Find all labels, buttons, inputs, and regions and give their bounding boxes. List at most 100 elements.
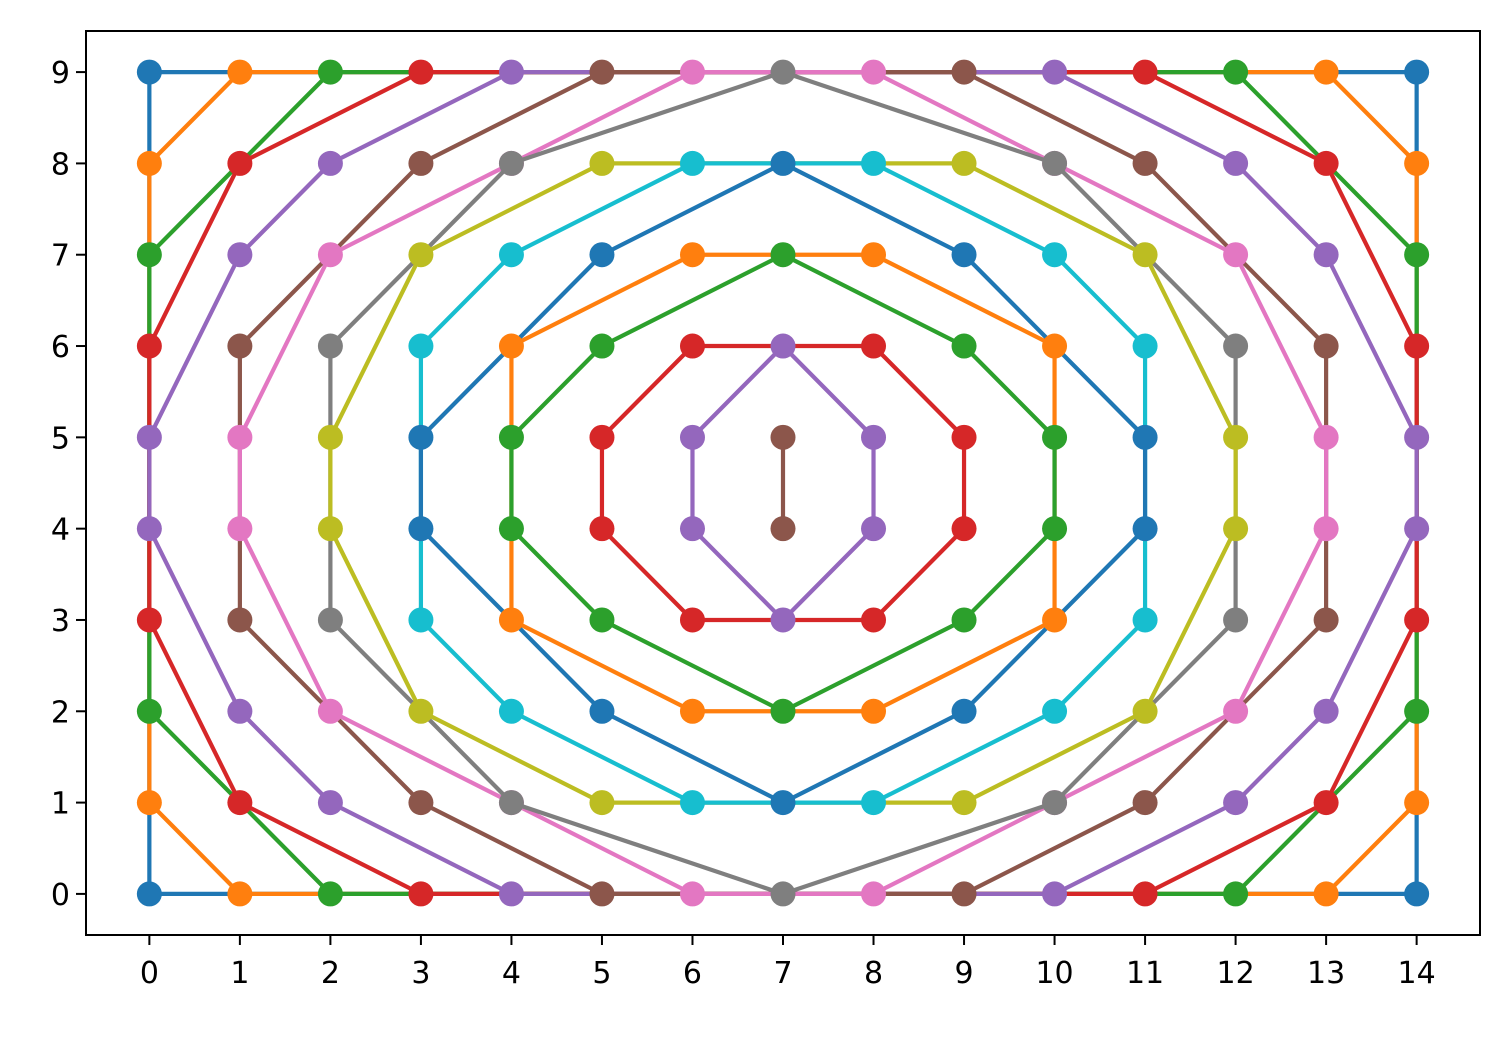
series-4-point xyxy=(1404,424,1430,450)
series-6-point xyxy=(1223,242,1249,268)
series-7-point xyxy=(770,881,796,907)
series-2-point xyxy=(317,881,343,907)
series-9-point xyxy=(498,242,524,268)
series-15 xyxy=(770,424,796,542)
series-11-point xyxy=(498,333,524,359)
series-8 xyxy=(317,150,1249,816)
series-14-point xyxy=(861,424,887,450)
series-0-point xyxy=(1404,59,1430,85)
series-3-point xyxy=(1404,607,1430,633)
series-9-point xyxy=(408,333,434,359)
x-tick-label: 3 xyxy=(411,956,430,991)
series-13-point xyxy=(679,333,705,359)
series-4-point xyxy=(227,242,253,268)
series-4-point xyxy=(1042,881,1068,907)
series-8-point xyxy=(408,242,434,268)
y-tick-label: 7 xyxy=(51,239,70,274)
series-4-point xyxy=(136,516,162,542)
series-12-point xyxy=(951,333,977,359)
series-6-point xyxy=(679,881,705,907)
series-7-point xyxy=(1042,790,1068,816)
series-5-point xyxy=(227,607,253,633)
series-3-point xyxy=(408,59,434,85)
series-3-point xyxy=(1404,333,1430,359)
series-14-point xyxy=(679,424,705,450)
y-tick-label: 8 xyxy=(51,147,70,182)
x-tick-label: 12 xyxy=(1217,956,1255,991)
series-13-point xyxy=(951,516,977,542)
series-7-point xyxy=(317,607,343,633)
series-5-point xyxy=(408,150,434,176)
series-2-point xyxy=(317,59,343,85)
y-tick-label: 1 xyxy=(51,787,70,822)
series-2-point xyxy=(1223,881,1249,907)
series-2-point xyxy=(1223,59,1249,85)
series-13-point xyxy=(861,607,887,633)
series-5-point xyxy=(227,333,253,359)
series-13 xyxy=(589,333,977,633)
series-0-point xyxy=(1404,881,1430,907)
series-0-point xyxy=(136,59,162,85)
series-10-point xyxy=(589,242,615,268)
series-1-point xyxy=(1404,150,1430,176)
series-8-point xyxy=(408,698,434,724)
series-4-point xyxy=(136,424,162,450)
series-2-point xyxy=(1404,698,1430,724)
series-8-point xyxy=(317,424,343,450)
series-11-point xyxy=(679,242,705,268)
series-6-point xyxy=(1223,698,1249,724)
y-tick-label: 2 xyxy=(51,695,70,730)
series-3 xyxy=(136,59,1430,907)
series-10-point xyxy=(770,790,796,816)
y-tick-label: 4 xyxy=(51,513,70,548)
series-7-point xyxy=(1223,607,1249,633)
series-7 xyxy=(317,59,1249,907)
series-8-point xyxy=(951,790,977,816)
series-11-point xyxy=(498,607,524,633)
series-6-point xyxy=(861,881,887,907)
series-5-point xyxy=(1132,150,1158,176)
y-tick-label: 6 xyxy=(51,330,70,365)
series-6-point xyxy=(317,242,343,268)
series-11-point xyxy=(1042,607,1068,633)
y-tick-label: 5 xyxy=(51,421,70,456)
series-3-point xyxy=(1313,150,1339,176)
series-6-point xyxy=(227,516,253,542)
series-6-point xyxy=(1313,424,1339,450)
series-4-point xyxy=(1223,790,1249,816)
series-5-point xyxy=(408,790,434,816)
series-8-point xyxy=(1223,516,1249,542)
series-14-point xyxy=(679,516,705,542)
series-9-point xyxy=(1132,333,1158,359)
series-1-point xyxy=(1313,59,1339,85)
series-12 xyxy=(498,242,1068,724)
series-11-point xyxy=(1042,333,1068,359)
series-9-point xyxy=(408,607,434,633)
series-9-point xyxy=(1132,607,1158,633)
x-tick-label: 7 xyxy=(773,956,792,991)
x-tick-label: 10 xyxy=(1035,956,1073,991)
series-1-point xyxy=(1313,881,1339,907)
series-13-point xyxy=(679,607,705,633)
series-10-point xyxy=(951,698,977,724)
x-axis: 0 1 2 3 4 5 6 7 8 9 10 11 12 13 14 xyxy=(140,935,1436,991)
series-1-point xyxy=(136,790,162,816)
series-4 xyxy=(136,59,1430,907)
x-tick-label: 5 xyxy=(592,956,611,991)
series-7-point xyxy=(1042,150,1068,176)
series-4-point xyxy=(1223,150,1249,176)
series-layer xyxy=(136,59,1430,907)
series-12-point xyxy=(1042,516,1068,542)
series-8-point xyxy=(951,150,977,176)
series-10-point xyxy=(408,516,434,542)
series-1-point xyxy=(136,150,162,176)
series-13-point xyxy=(589,516,615,542)
series-7-point xyxy=(498,150,524,176)
x-tick-label: 8 xyxy=(864,956,883,991)
series-6-point xyxy=(679,59,705,85)
series-14-point xyxy=(770,607,796,633)
series-12-point xyxy=(951,607,977,633)
series-14-point xyxy=(770,333,796,359)
series-5-point xyxy=(951,881,977,907)
